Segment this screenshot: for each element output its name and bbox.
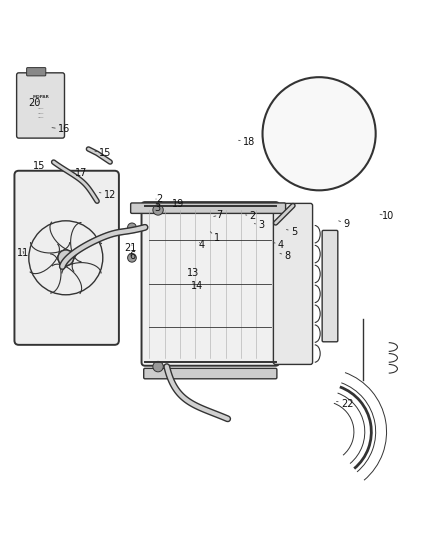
Circle shape — [153, 361, 163, 372]
Text: 4: 4 — [273, 240, 284, 250]
Text: 16: 16 — [52, 124, 70, 134]
Text: 5: 5 — [286, 227, 297, 237]
Circle shape — [262, 77, 376, 190]
Text: 15: 15 — [32, 161, 45, 172]
Text: 18: 18 — [239, 138, 255, 148]
Text: 20: 20 — [28, 98, 41, 108]
Text: 7: 7 — [214, 210, 222, 220]
FancyBboxPatch shape — [144, 368, 277, 379]
Text: 17: 17 — [71, 168, 88, 178]
FancyBboxPatch shape — [14, 171, 119, 345]
FancyBboxPatch shape — [141, 202, 279, 366]
Text: 6: 6 — [129, 251, 135, 261]
FancyBboxPatch shape — [273, 204, 313, 365]
Text: 13: 13 — [187, 268, 199, 278]
Text: 15: 15 — [95, 148, 112, 158]
Text: 2: 2 — [156, 194, 162, 204]
Text: 9: 9 — [339, 219, 349, 229]
FancyBboxPatch shape — [27, 68, 46, 76]
FancyBboxPatch shape — [17, 73, 64, 138]
Text: 3: 3 — [254, 220, 264, 230]
Text: 22: 22 — [336, 399, 353, 409]
Circle shape — [153, 205, 163, 215]
Text: ___
___
___: ___ ___ ___ — [37, 106, 44, 119]
Circle shape — [127, 254, 136, 262]
Text: 11: 11 — [18, 248, 30, 259]
Text: 1: 1 — [210, 232, 220, 243]
Text: 19: 19 — [172, 199, 184, 209]
Circle shape — [328, 127, 336, 136]
Text: 2: 2 — [246, 212, 256, 221]
Text: 14: 14 — [191, 281, 203, 291]
Text: 8: 8 — [280, 251, 290, 261]
Text: MOPAR: MOPAR — [32, 95, 49, 99]
Text: 10: 10 — [380, 212, 395, 221]
FancyBboxPatch shape — [131, 203, 286, 213]
Circle shape — [58, 250, 74, 265]
Circle shape — [127, 223, 136, 232]
FancyBboxPatch shape — [287, 111, 316, 157]
FancyBboxPatch shape — [322, 230, 338, 342]
Text: 12: 12 — [99, 190, 116, 200]
Text: 21: 21 — [124, 243, 136, 253]
Text: 4: 4 — [198, 240, 205, 250]
Text: 3: 3 — [154, 203, 160, 213]
